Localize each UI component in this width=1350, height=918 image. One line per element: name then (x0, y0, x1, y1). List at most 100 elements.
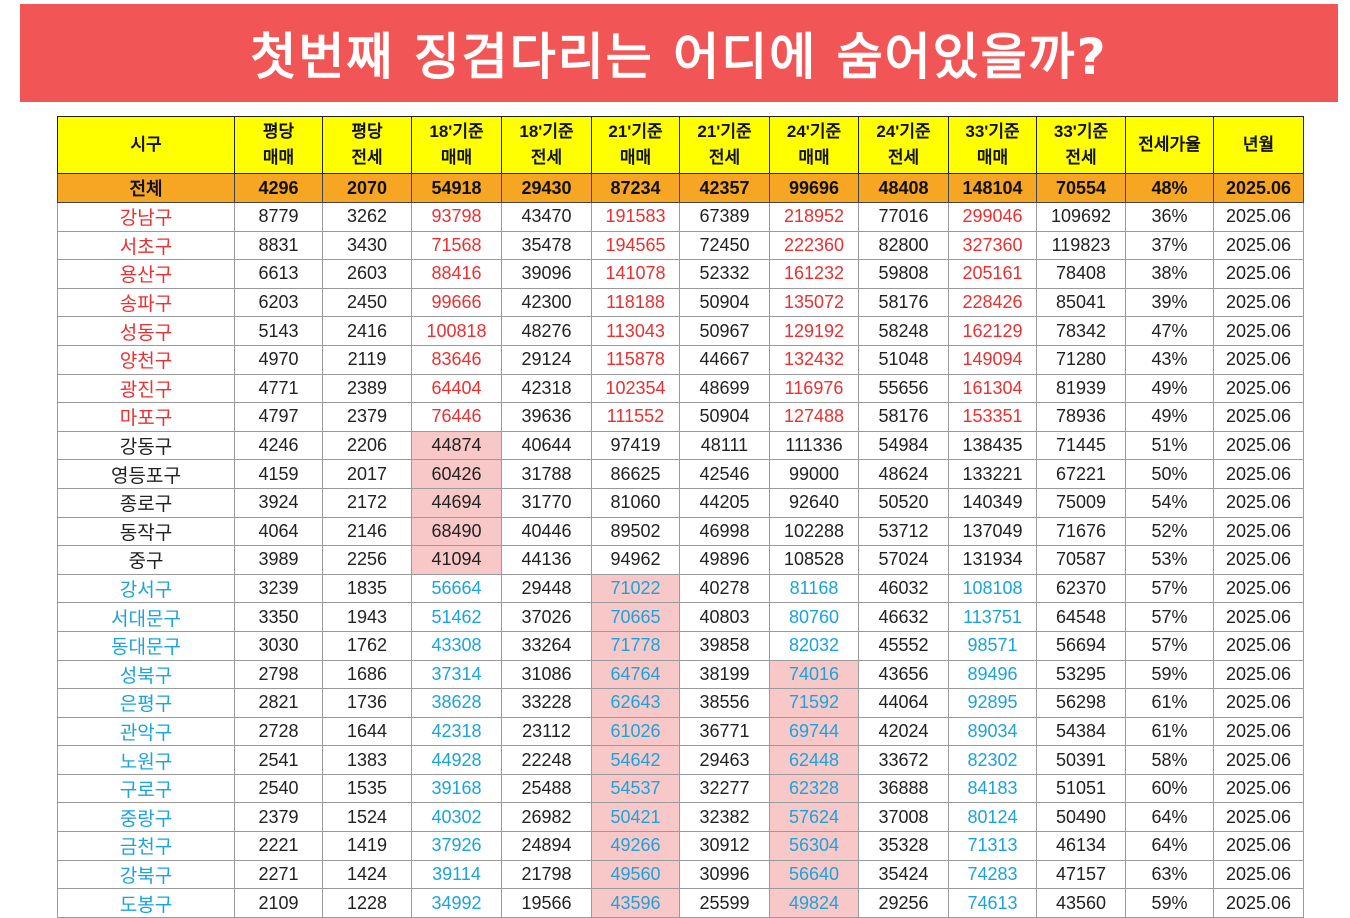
value-cell: 44136 (501, 545, 592, 575)
value-cell: 71592 (769, 688, 859, 718)
value-cell: 74613 (948, 888, 1037, 918)
value-cell: 2025.06 (1213, 373, 1304, 404)
value-cell: 46032 (858, 573, 949, 604)
column-header-line: 33'기준 (965, 122, 1020, 141)
value-cell: 50520 (858, 487, 949, 518)
total-cell: 48% (1125, 173, 1214, 203)
value-cell: 162129 (948, 316, 1037, 346)
value-cell: 31770 (501, 487, 592, 518)
value-cell: 56298 (1036, 688, 1126, 718)
value-cell: 83646 (411, 344, 502, 375)
value-cell: 51462 (411, 602, 502, 632)
value-cell: 78936 (1036, 402, 1126, 432)
value-cell: 81168 (769, 573, 859, 604)
value-cell: 44064 (858, 688, 949, 718)
value-cell: 52% (1125, 516, 1214, 547)
value-cell: 44667 (679, 344, 770, 375)
table-row: 서초구 8831 3430 71568 35478 194565 72450 222360 82… (57, 230, 1304, 261)
value-cell: 2025.06 (1213, 459, 1304, 489)
total-cell: 4296 (234, 173, 323, 203)
column-header-line: 평당 (262, 122, 295, 141)
value-cell: 22248 (501, 745, 592, 775)
value-cell: 2798 (234, 659, 323, 690)
value-cell: 29256 (858, 888, 949, 918)
value-cell: 2025.06 (1213, 859, 1304, 890)
value-cell: 81060 (591, 487, 680, 518)
table-header: 시구 평당 매매 평당 전세 18'기준 매매 18'기준 전세 21'기준 매매 21'기준 전세 24… (57, 116, 1304, 174)
table-row: 중랑구 2379 1524 40302 26982 50421 32382 57624 3700… (57, 802, 1304, 833)
total-cell: 70554 (1036, 173, 1126, 203)
value-cell: 30912 (679, 831, 770, 861)
value-cell: 60% (1125, 773, 1214, 804)
value-cell: 6203 (234, 287, 323, 318)
value-cell: 218952 (769, 202, 859, 232)
value-cell: 59808 (858, 259, 949, 289)
value-cell: 33264 (501, 630, 592, 661)
value-cell: 43470 (501, 202, 592, 232)
table-row: 은평구 2821 1736 38628 33228 62643 38556 71592 4406… (57, 688, 1304, 718)
value-cell: 102288 (769, 516, 859, 547)
value-cell: 31086 (501, 659, 592, 690)
value-cell: 2389 (322, 373, 412, 404)
value-cell: 67221 (1036, 459, 1126, 489)
value-cell: 36888 (858, 773, 949, 804)
value-cell: 51% (1125, 430, 1214, 461)
value-cell: 135072 (769, 287, 859, 318)
total-cell: 87234 (591, 173, 680, 203)
value-cell: 6613 (234, 259, 323, 289)
value-cell: 46134 (1036, 831, 1126, 861)
column-header-line: 24'기준 (786, 122, 842, 141)
value-cell: 37% (1125, 230, 1214, 261)
value-cell: 32382 (679, 802, 770, 833)
value-cell: 1383 (322, 745, 412, 775)
value-cell: 2025.06 (1213, 344, 1304, 375)
value-cell: 48624 (858, 459, 949, 489)
district-cell: 서대문구 (57, 602, 235, 632)
value-cell: 49824 (769, 888, 859, 918)
value-cell: 54537 (591, 773, 680, 804)
value-cell: 64% (1125, 802, 1214, 833)
value-cell: 71280 (1036, 344, 1126, 375)
value-cell: 108108 (948, 573, 1037, 604)
value-cell: 118188 (591, 287, 680, 318)
value-cell: 57% (1125, 573, 1214, 604)
value-cell: 92895 (948, 688, 1037, 718)
district-cell: 금천구 (57, 831, 235, 861)
value-cell: 2119 (322, 344, 412, 375)
value-cell: 2025.06 (1213, 773, 1304, 804)
value-cell: 26982 (501, 802, 592, 833)
value-cell: 4970 (234, 344, 323, 375)
value-cell: 49% (1125, 402, 1214, 432)
value-cell: 47% (1125, 316, 1214, 346)
value-cell: 1535 (322, 773, 412, 804)
district-cell: 양천구 (57, 344, 235, 375)
page-title: 첫번째 징검다리는 어디에 숨어있을까? (250, 28, 1108, 86)
value-cell: 42318 (501, 373, 592, 404)
value-cell: 2025.06 (1213, 745, 1304, 775)
value-cell: 1228 (322, 888, 412, 918)
value-cell: 3989 (234, 545, 323, 575)
value-cell: 38199 (679, 659, 770, 690)
value-cell: 2109 (234, 888, 323, 918)
column-header-line: 18'기준 (519, 122, 574, 141)
column-header: 21'기준 매매 (591, 116, 680, 174)
value-cell: 133221 (948, 459, 1037, 489)
value-cell: 62370 (1036, 573, 1126, 604)
value-cell: 82800 (858, 230, 949, 261)
column-header: 33'기준 전세 (1036, 116, 1126, 174)
value-cell: 1943 (322, 602, 412, 632)
value-cell: 58248 (858, 316, 949, 346)
value-cell: 119823 (1036, 230, 1126, 261)
value-cell: 3239 (234, 573, 323, 604)
value-cell: 2540 (234, 773, 323, 804)
value-cell: 49896 (679, 545, 770, 575)
value-cell: 50391 (1036, 745, 1126, 775)
table-row: 광진구 4771 2389 64404 42318 102354 48699 116976 55… (57, 373, 1304, 404)
value-cell: 3350 (234, 602, 323, 632)
value-cell: 29448 (501, 573, 592, 604)
column-header-line: 21'기준 (697, 122, 752, 141)
value-cell: 39858 (679, 630, 770, 661)
value-cell: 2821 (234, 688, 323, 718)
value-cell: 39096 (501, 259, 592, 289)
total-cell: 2070 (322, 173, 412, 203)
